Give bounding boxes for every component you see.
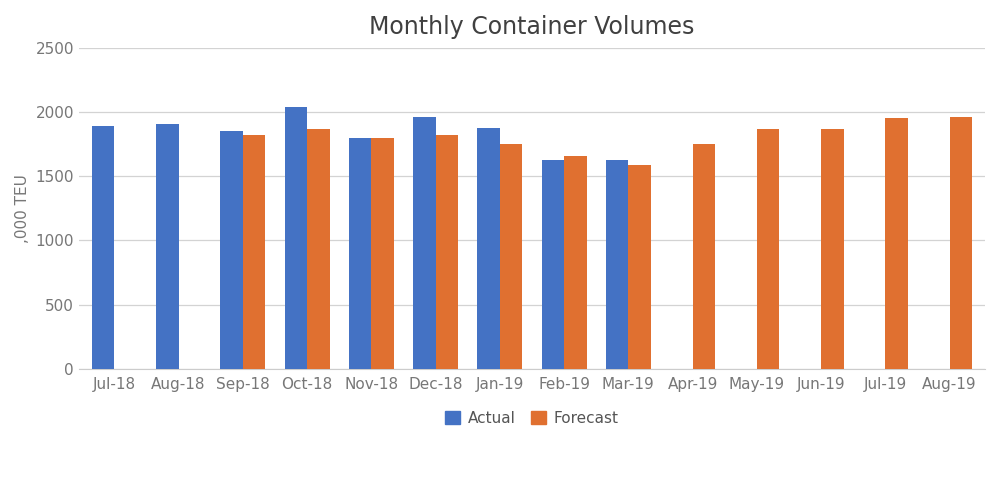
- Bar: [950, 117, 972, 369]
- Bar: [156, 124, 179, 369]
- Bar: [885, 118, 908, 369]
- Bar: [693, 144, 715, 369]
- Bar: [500, 144, 522, 369]
- Bar: [285, 107, 307, 369]
- Bar: [606, 160, 628, 369]
- Bar: [628, 165, 651, 369]
- Bar: [821, 129, 844, 369]
- Bar: [542, 160, 564, 369]
- Bar: [92, 126, 114, 369]
- Bar: [220, 131, 243, 369]
- Bar: [564, 156, 587, 369]
- Bar: [413, 117, 436, 369]
- Legend: Actual, Forecast: Actual, Forecast: [439, 405, 625, 432]
- Bar: [243, 135, 265, 369]
- Y-axis label: ,000 TEU: ,000 TEU: [15, 174, 30, 243]
- Bar: [757, 129, 779, 369]
- Bar: [307, 130, 330, 369]
- Title: Monthly Container Volumes: Monthly Container Volumes: [369, 15, 695, 39]
- Bar: [436, 135, 458, 369]
- Bar: [371, 138, 394, 369]
- Bar: [477, 128, 500, 369]
- Bar: [349, 138, 371, 369]
